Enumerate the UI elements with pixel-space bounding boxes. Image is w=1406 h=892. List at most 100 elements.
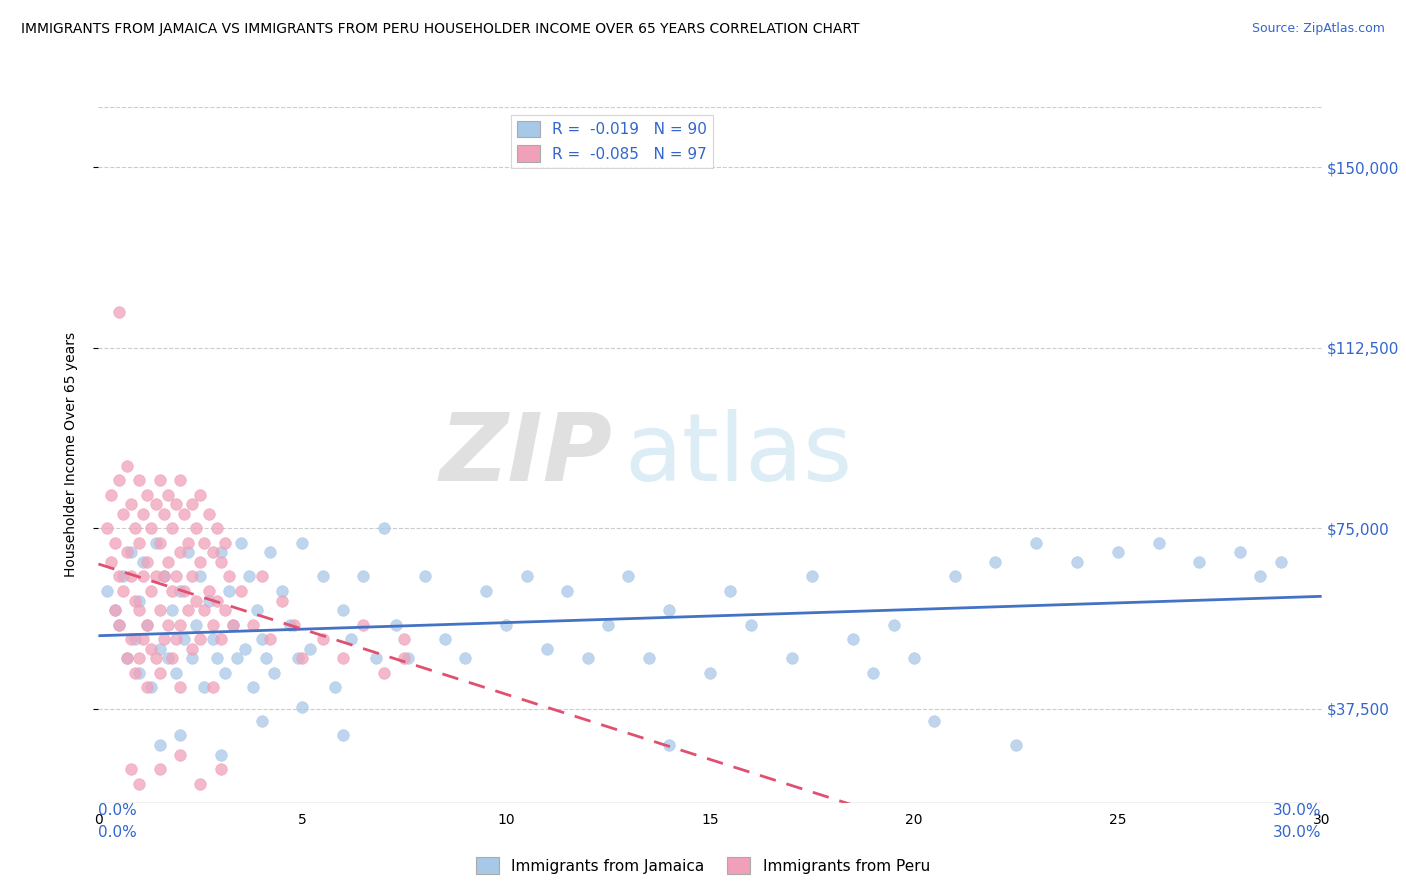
Point: [1107, 545, 1129, 559]
Point: [201, 617, 224, 632]
Point: [516, 569, 538, 583]
Point: [259, 632, 281, 646]
Point: [173, 632, 195, 646]
Point: [638, 651, 661, 665]
Point: [242, 680, 264, 694]
Point: [132, 507, 155, 521]
Point: [128, 593, 150, 607]
Point: [238, 569, 260, 583]
Point: [188, 488, 212, 502]
Point: [1270, 555, 1292, 569]
Point: [259, 545, 281, 559]
Point: [209, 545, 232, 559]
Point: [658, 603, 681, 617]
Point: [392, 651, 416, 665]
Point: [177, 603, 200, 617]
Point: [214, 665, 236, 680]
Point: [115, 458, 138, 473]
Point: [169, 473, 191, 487]
Point: [218, 569, 240, 583]
Point: [617, 569, 640, 583]
Point: [169, 617, 191, 632]
Text: atlas: atlas: [624, 409, 852, 501]
Point: [740, 617, 762, 632]
Point: [141, 641, 163, 656]
Text: 0.0%: 0.0%: [98, 825, 138, 840]
Point: [201, 680, 224, 694]
Point: [233, 641, 256, 656]
Point: [1188, 555, 1211, 569]
Point: [250, 632, 273, 646]
Point: [231, 583, 253, 598]
Point: [100, 488, 122, 502]
Point: [222, 617, 245, 632]
Text: 0.0%: 0.0%: [98, 803, 138, 818]
Point: [149, 641, 172, 656]
Point: [263, 665, 285, 680]
Text: ZIP: ZIP: [439, 409, 612, 501]
Point: [596, 617, 619, 632]
Point: [145, 651, 167, 665]
Point: [141, 680, 163, 694]
Point: [352, 569, 374, 583]
Point: [474, 583, 498, 598]
Point: [413, 569, 436, 583]
Point: [124, 521, 146, 535]
Point: [128, 473, 150, 487]
Point: [100, 555, 122, 569]
Point: [188, 569, 212, 583]
Point: [454, 651, 477, 665]
Point: [188, 776, 212, 790]
Point: [291, 699, 314, 714]
Text: IMMIGRANTS FROM JAMAICA VS IMMIGRANTS FROM PERU HOUSEHOLDER INCOME OVER 65 YEARS: IMMIGRANTS FROM JAMAICA VS IMMIGRANTS FR…: [21, 22, 859, 37]
Point: [169, 680, 191, 694]
Point: [115, 651, 138, 665]
Point: [96, 521, 118, 535]
Point: [177, 536, 200, 550]
Point: [136, 680, 159, 694]
Point: [120, 545, 142, 559]
Point: [801, 569, 824, 583]
Point: [120, 762, 142, 776]
Point: [124, 593, 146, 607]
Text: 30.0%: 30.0%: [1274, 803, 1322, 818]
Point: [883, 617, 905, 632]
Point: [169, 583, 191, 598]
Point: [209, 762, 232, 776]
Point: [231, 536, 253, 550]
Point: [218, 583, 240, 598]
Point: [193, 536, 215, 550]
Point: [120, 632, 142, 646]
Point: [165, 497, 187, 511]
Point: [557, 583, 579, 598]
Point: [160, 651, 183, 665]
Point: [104, 603, 127, 617]
Point: [903, 651, 925, 665]
Point: [152, 632, 174, 646]
Y-axis label: Householder Income Over 65 years: Householder Income Over 65 years: [63, 333, 77, 577]
Text: 30.0%: 30.0%: [1274, 825, 1322, 840]
Point: [173, 583, 195, 598]
Point: [364, 651, 387, 665]
Point: [323, 680, 346, 694]
Point: [780, 651, 803, 665]
Point: [1249, 569, 1271, 583]
Point: [145, 569, 167, 583]
Point: [181, 651, 204, 665]
Point: [145, 536, 167, 550]
Point: [128, 603, 150, 617]
Point: [287, 651, 309, 665]
Point: [108, 473, 131, 487]
Point: [136, 488, 159, 502]
Point: [576, 651, 599, 665]
Point: [149, 473, 172, 487]
Point: [1025, 536, 1047, 550]
Point: [984, 555, 1007, 569]
Point: [270, 593, 294, 607]
Point: [658, 738, 681, 752]
Point: [862, 665, 884, 680]
Point: [396, 651, 419, 665]
Point: [193, 603, 215, 617]
Point: [222, 617, 245, 632]
Point: [188, 555, 212, 569]
